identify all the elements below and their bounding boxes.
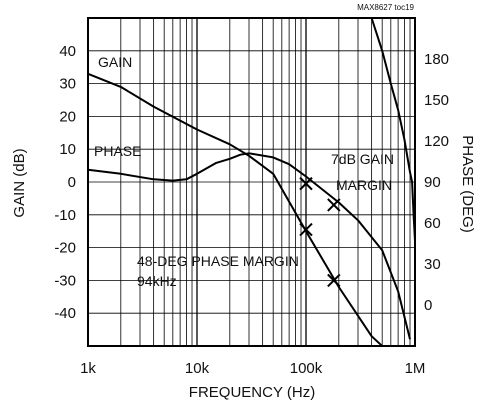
y-tick-label-right: 90 [424, 174, 441, 191]
x-tick-label: 100k [290, 360, 323, 377]
y-tick-label-right: 180 [424, 51, 449, 68]
x-axis-label: FREQUENCY (Hz) [189, 384, 315, 401]
series-layer [87, 17, 416, 347]
y-tick-label-right: 60 [424, 215, 441, 232]
y-tick-label-left: 20 [59, 108, 76, 125]
x-tick-labels: 1k 10k 100k 1M [80, 360, 425, 377]
y-tick-label-left: -30 [54, 272, 76, 289]
y-tick-label-right: 150 [424, 92, 449, 109]
y-tick-label-left: 40 [59, 43, 76, 60]
y-tick-label-left: -20 [54, 240, 76, 257]
grid [88, 18, 415, 346]
x-tick-label: 1k [80, 360, 96, 377]
y-tick-label-left: 0 [68, 174, 76, 191]
margin-marker [327, 198, 341, 212]
plot-frame [87, 17, 416, 347]
y-tick-label-left: 30 [59, 76, 76, 93]
margin-marker [299, 176, 313, 191]
gain-curve [87, 72, 383, 347]
y-tick-labels-right: 180 150 120 90 60 30 0 [424, 51, 449, 314]
margin-marker [299, 222, 313, 237]
y-tick-label-left: 10 [59, 141, 76, 158]
y-axis-label-left: GAIN (dB) [11, 148, 28, 217]
gain-upper-curve [370, 17, 416, 242]
y-axis-label-right: PHASE (DEG) [459, 135, 476, 233]
annotation-gain-margin-2: MARGIN [336, 177, 392, 193]
y-tick-label-right: 0 [424, 297, 432, 314]
y-tick-label-right: 30 [424, 256, 441, 273]
x-tick-label: 10k [185, 360, 210, 377]
marker-layer [299, 176, 341, 288]
annotation-phase-margin-1: 48-DEG PHASE MARGIN [137, 253, 299, 269]
y-tick-label-right: 120 [424, 133, 449, 150]
annotation-gain-margin-1: 7dB GAIN [331, 151, 394, 167]
x-tick-label: 1M [405, 360, 426, 377]
series-label-gain: GAIN [98, 54, 132, 70]
y-tick-label-left: -40 [54, 305, 76, 322]
annotation-phase-margin-2: 94kHz [137, 273, 177, 289]
y-tick-labels-left: 40 30 20 10 0 -10 -20 -30 -40 [54, 43, 76, 322]
phase-curve [87, 152, 411, 340]
margin-marker [327, 273, 341, 288]
y-tick-label-left: -10 [54, 207, 76, 224]
figure-id: MAX8627 toc19 [357, 3, 414, 12]
series-label-phase: PHASE [94, 143, 141, 159]
